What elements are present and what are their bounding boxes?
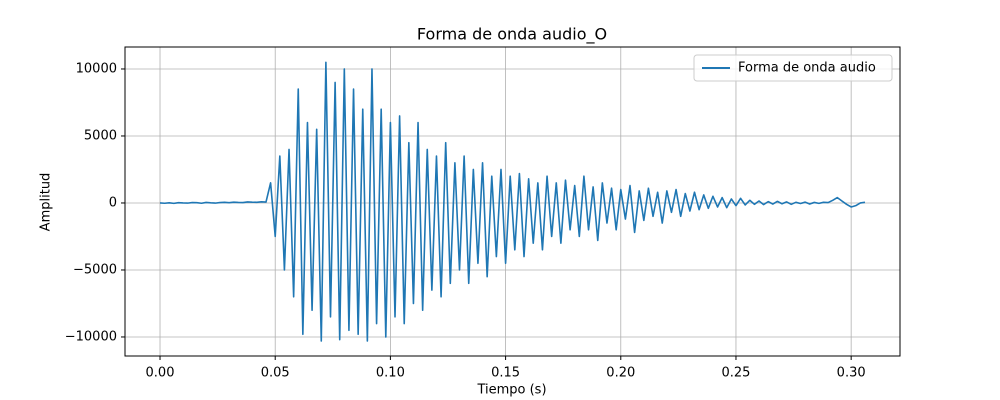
x-tick-label: 0.05 <box>261 366 290 381</box>
legend-label: Forma de onda audio <box>738 61 876 76</box>
y-tick-label: 10000 <box>76 61 117 76</box>
x-tick-label: 0.10 <box>376 366 405 381</box>
x-axis-label: Tiempo (s) <box>476 383 546 398</box>
plot-frame <box>124 46 901 357</box>
x-tick-label: 0.25 <box>721 366 750 381</box>
chart-title: Forma de onda audio_O <box>417 25 607 45</box>
series-line <box>159 61 866 342</box>
x-tick-label: 0.30 <box>837 366 866 381</box>
x-tick-label: 0.20 <box>606 366 635 381</box>
x-tick-label: 0.15 <box>491 366 520 381</box>
legend-box <box>693 54 893 82</box>
y-tick-label: −5000 <box>73 262 117 277</box>
y-tick-label: 0 <box>109 195 117 210</box>
y-tick-label: −10000 <box>65 329 117 344</box>
x-tick-label: 0.00 <box>146 366 175 381</box>
y-axis-label: Amplitud <box>39 173 54 232</box>
y-tick-label: 5000 <box>84 128 117 143</box>
